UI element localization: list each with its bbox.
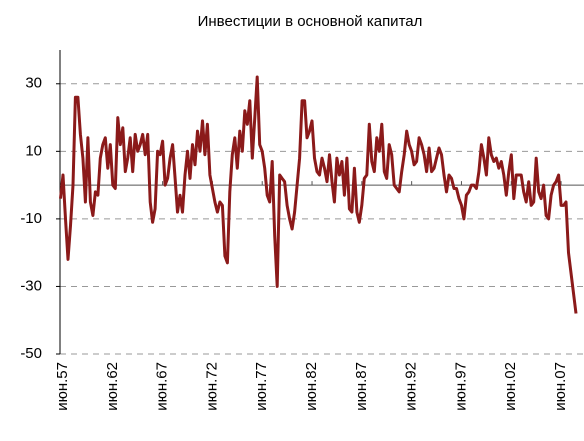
y-tick-label: 10 bbox=[25, 142, 42, 159]
x-tick-label: июн.07 bbox=[552, 362, 569, 411]
x-tick-label: июн.72 bbox=[203, 362, 220, 411]
x-tick-label: июн.02 bbox=[502, 362, 519, 411]
y-tick-label: 30 bbox=[25, 75, 42, 92]
data-line bbox=[59, 75, 578, 314]
x-tick-label: июн.67 bbox=[154, 362, 171, 411]
x-tick-label: июн.77 bbox=[253, 362, 270, 411]
y-tick-label: -30 bbox=[20, 277, 42, 294]
x-tick-label: июн.97 bbox=[452, 362, 469, 411]
chart-title: Инвестиции в основной капитал bbox=[198, 13, 423, 30]
x-tick-label: июн.92 bbox=[403, 362, 420, 411]
y-tick-label: -50 bbox=[20, 345, 42, 362]
x-tick-label: июн.87 bbox=[353, 362, 370, 411]
x-tick-label: июн.82 bbox=[303, 362, 320, 411]
x-tick-label: июн.57 bbox=[54, 362, 71, 411]
y-tick-label: -10 bbox=[20, 210, 42, 227]
x-tick-label: июн.62 bbox=[104, 362, 121, 411]
